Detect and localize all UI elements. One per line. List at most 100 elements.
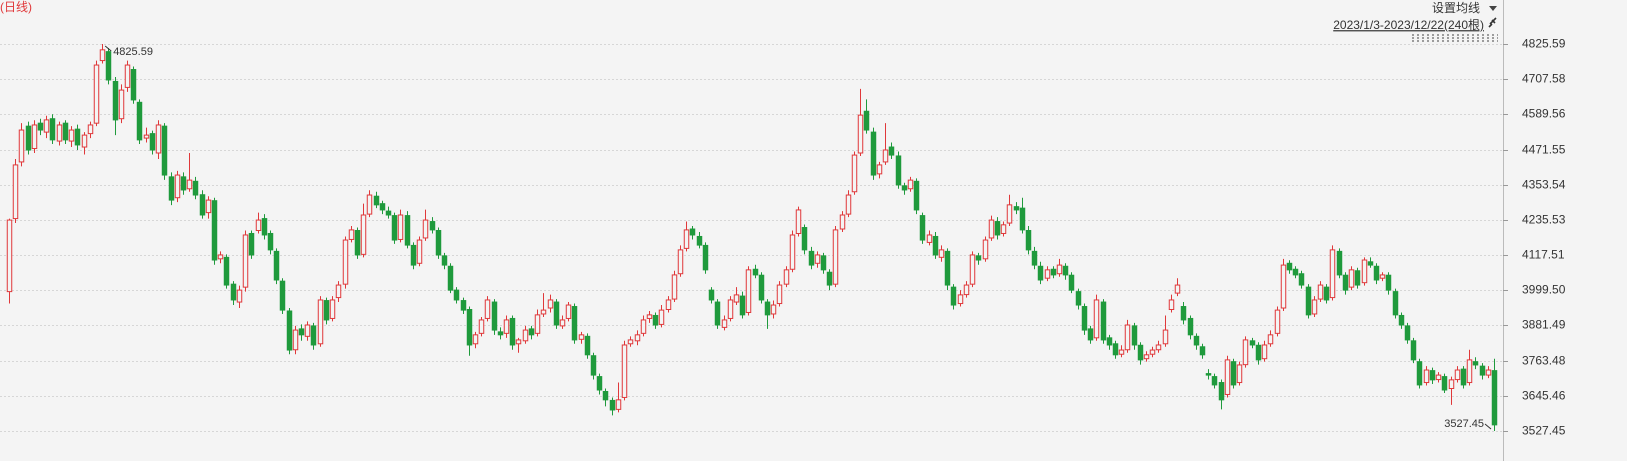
candle-body (1218, 382, 1225, 401)
candle-body (1230, 361, 1237, 386)
candle-body (1385, 274, 1392, 291)
candle-body (49, 118, 56, 141)
candle-body (994, 221, 1001, 236)
candle-body (1000, 224, 1007, 234)
candle-body (74, 128, 81, 146)
candle-body (1137, 344, 1144, 361)
candle-body (1236, 364, 1243, 384)
pin-icon[interactable] (1488, 17, 1497, 28)
candle-body (391, 215, 398, 241)
candle-body (926, 234, 933, 243)
candle-body (721, 319, 728, 328)
y-tick-label: 4707.58 (1522, 72, 1566, 86)
y-tick-label: 4353.54 (1522, 178, 1566, 192)
candle-body (1155, 344, 1162, 351)
candle-body (1435, 374, 1442, 381)
candle-body (360, 214, 367, 255)
candle-body (745, 269, 752, 313)
candle-body (1087, 328, 1094, 341)
candle-body (1062, 265, 1069, 276)
candle-body (1311, 299, 1318, 315)
candle-body (1118, 349, 1125, 355)
candle-body (602, 390, 609, 401)
candle-body (764, 301, 771, 316)
candle-body (317, 299, 324, 345)
candle-body (876, 164, 883, 175)
candle-body (286, 310, 293, 351)
period-label[interactable]: (日线) (0, 0, 32, 14)
candle-body (155, 124, 162, 154)
candle-body (901, 185, 908, 191)
candle-body (808, 250, 815, 266)
candle-body (348, 229, 355, 240)
candle-body (1429, 370, 1436, 381)
candle-body (1075, 291, 1082, 306)
candle-body (609, 399, 616, 411)
candle-body (578, 334, 585, 340)
candle-body (938, 249, 945, 258)
candle-body (1199, 346, 1206, 356)
candle-body (851, 154, 858, 193)
candle-body (180, 176, 187, 191)
candle-body (714, 301, 721, 326)
ma-setting[interactable]: 设置均线 (1432, 1, 1480, 15)
candle-body (1466, 359, 1473, 384)
candle-body (87, 124, 94, 135)
candle-body (845, 194, 852, 215)
candle-body (907, 179, 914, 190)
candle-body (118, 89, 125, 120)
y-tick-label: 3527.45 (1522, 424, 1566, 438)
y-tick-label: 4235.53 (1522, 213, 1566, 227)
candle-body (776, 284, 783, 305)
candle-body (1454, 369, 1461, 381)
candle-body (410, 244, 417, 266)
candle-body (1348, 269, 1355, 288)
candle-body (1292, 268, 1299, 276)
range-label[interactable]: 2023/1/3-2023/12/22(240根) (1333, 18, 1484, 32)
candle-body (1162, 329, 1169, 345)
candle-body (1410, 340, 1417, 361)
candle-body (1485, 369, 1492, 376)
candle-body (236, 289, 243, 303)
candle-body (988, 219, 995, 239)
y-tick-label: 4471.55 (1522, 143, 1566, 157)
candle-body (882, 149, 889, 163)
candle-body (596, 376, 603, 391)
candle-body (522, 329, 529, 342)
candle-body (366, 194, 373, 215)
candle-body (696, 235, 703, 246)
candle-body (404, 215, 411, 246)
candle-body (292, 329, 299, 351)
candle-body (168, 176, 175, 201)
y-tick-label: 3645.46 (1522, 389, 1566, 403)
candle-body (1211, 376, 1218, 386)
candle-body (832, 229, 839, 285)
candle-body (863, 110, 870, 131)
candle-body (217, 254, 224, 260)
candle-body (354, 230, 361, 256)
candle-body (68, 129, 75, 142)
candle-body (950, 286, 957, 306)
max-label: 4825.59 (113, 46, 153, 58)
candle-body (31, 124, 38, 150)
candle-body (62, 122, 69, 141)
candle-body (1379, 274, 1386, 279)
ma-dropdown-arrow[interactable] (1489, 6, 1497, 11)
candle-body (1205, 373, 1212, 376)
candle-body (1050, 268, 1057, 276)
candle-body (1025, 230, 1032, 251)
candle-body (379, 203, 386, 211)
candle-body (839, 214, 846, 230)
candle-body (1404, 325, 1411, 341)
candle-body (509, 317, 516, 346)
candle-body (1354, 270, 1361, 286)
candle-body (1242, 339, 1249, 366)
candle-body (1093, 299, 1100, 339)
candle-body (634, 334, 641, 342)
candle-body (124, 64, 131, 88)
candle-body (677, 249, 684, 275)
candle-body (534, 314, 541, 334)
candle-body (1323, 286, 1330, 301)
candle-body (559, 319, 566, 327)
candle-body (665, 299, 672, 311)
